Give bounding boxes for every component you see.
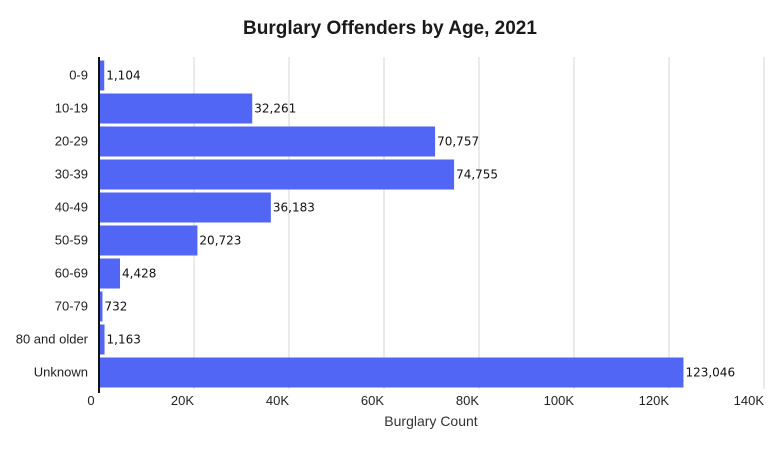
- data-label: 1,163: [107, 333, 141, 347]
- data-labels: 1,104 32,261 70,757 74,755 36,183 20,723 4,428…: [104, 69, 735, 380]
- x-tick-label: 0: [87, 393, 94, 408]
- data-label: 4,428: [122, 267, 156, 281]
- bar-50-59: [99, 225, 198, 256]
- bar-unknown: [99, 357, 684, 388]
- category-label: 30-39: [55, 167, 88, 182]
- category-label: 40-49: [55, 200, 88, 215]
- category-label: 20-29: [55, 134, 88, 149]
- category-label: 50-59: [55, 233, 88, 248]
- bar-70-79: [99, 291, 103, 322]
- data-label: 1,104: [106, 69, 140, 83]
- bar-40-49: [99, 192, 271, 223]
- category-label: Unknown: [34, 365, 88, 380]
- chart-title: Burglary Offenders by Age, 2021: [243, 18, 537, 39]
- x-tick-labels: 0 20K 40K 60K 80K 100K 120K 140K: [87, 393, 764, 408]
- grid-lines: [193, 57, 765, 389]
- data-label: 36,183: [273, 201, 315, 215]
- x-tick-label: 120K: [639, 393, 670, 408]
- category-label: 70-79: [55, 299, 88, 314]
- category-label: 0-9: [69, 68, 88, 83]
- data-label: 20,723: [199, 234, 241, 248]
- bar-60-69: [99, 258, 121, 289]
- data-label: 123,046: [685, 366, 735, 380]
- data-label: 74,755: [456, 168, 498, 182]
- x-tick-label: 140K: [734, 393, 765, 408]
- data-label: 70,757: [437, 135, 479, 149]
- bar-0-9: [99, 60, 105, 91]
- x-tick-label: 40K: [266, 393, 289, 408]
- bar-20-29: [99, 126, 436, 157]
- bar-30-39: [99, 159, 455, 190]
- x-axis-title: Burglary Count: [384, 413, 477, 429]
- x-tick-label: 100K: [544, 393, 575, 408]
- category-labels: 0-9 10-19 20-29 30-39 40-49 50-59 60-69 70-79 80…: [16, 68, 89, 380]
- category-label: 80 and older: [16, 332, 89, 347]
- bar-10-19: [99, 93, 253, 124]
- x-tick-label: 80K: [456, 393, 479, 408]
- data-label: 32,261: [254, 102, 296, 116]
- data-label: 732: [104, 300, 127, 314]
- x-tick-label: 60K: [361, 393, 384, 408]
- category-label: 60-69: [55, 266, 88, 281]
- bar-80-and-older: [99, 324, 105, 355]
- bars: [99, 60, 684, 388]
- x-tick-label: 20K: [171, 393, 194, 408]
- category-label: 10-19: [55, 101, 88, 116]
